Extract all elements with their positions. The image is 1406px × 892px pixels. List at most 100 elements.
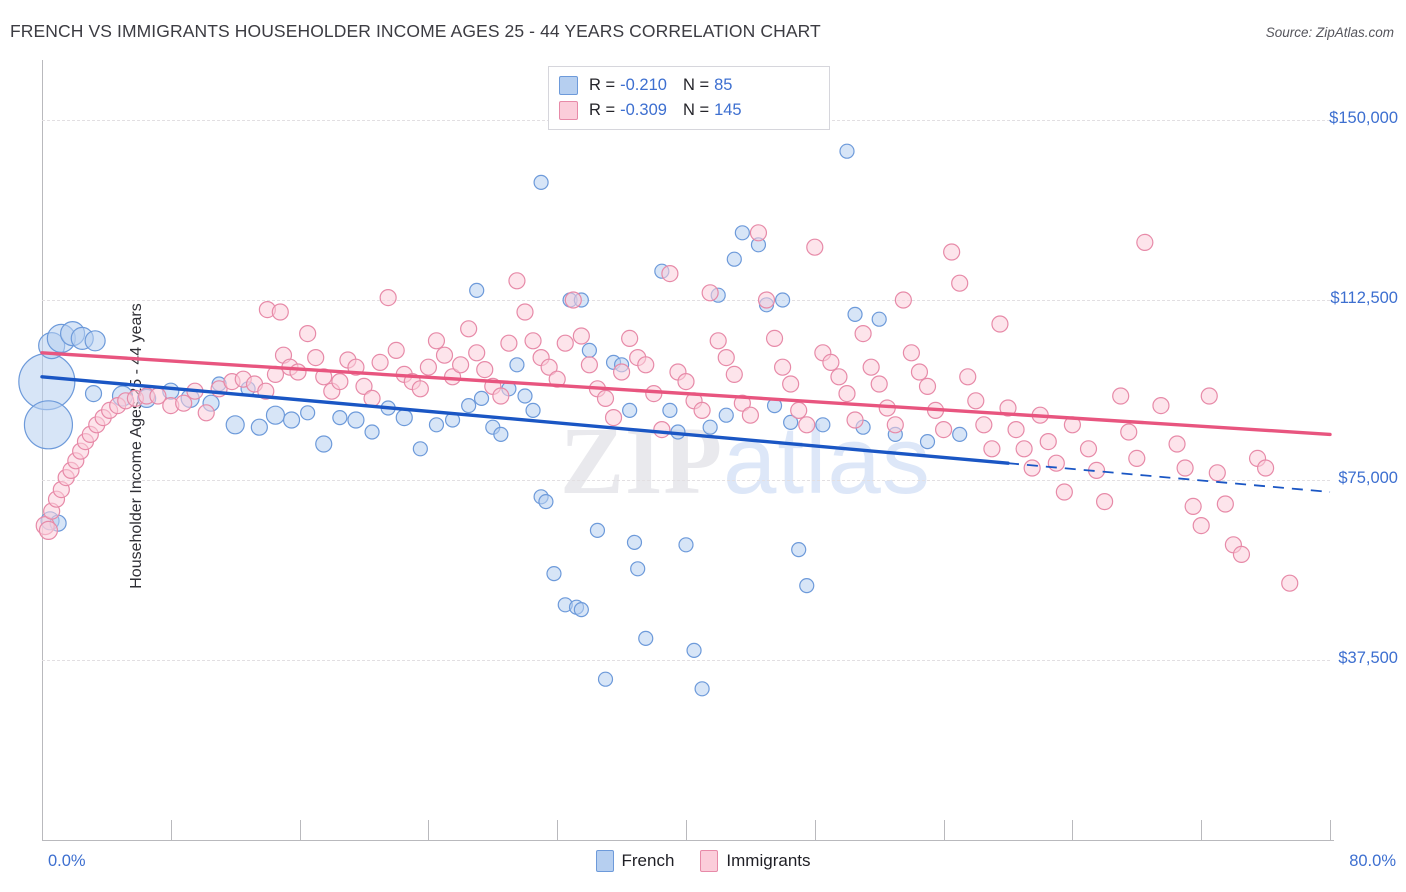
data-point [661,265,679,283]
x-axis-tick [1072,820,1074,840]
data-point [473,390,490,406]
data-point [492,387,510,405]
data-point [460,320,478,338]
data-point [371,353,389,371]
y-axis-tick-label: $112,500 [1330,289,1398,307]
data-point [612,363,631,381]
data-point [757,291,776,309]
data-point [626,534,643,550]
data-point [1176,459,1194,477]
data-point [1128,449,1146,467]
data-point [509,357,525,373]
data-point [991,315,1009,333]
legend-item-immigrants[interactable]: Immigrants [700,850,811,872]
scatter-points-layer [18,143,1299,697]
y-axis-title-container: Householder Income Ages 25 - 44 years [0,0,145,892]
data-point [815,417,831,433]
data-point [517,388,533,404]
x-axis-label-max: 80.0% [1349,852,1396,870]
data-point [364,424,380,440]
data-point [693,401,711,419]
data-point [1055,483,1073,501]
data-point [1208,464,1226,482]
legend-label-french: French [621,851,675,870]
data-point [718,407,734,423]
data-point [677,373,695,391]
data-point [726,251,742,267]
data-point [412,441,428,457]
data-point [934,421,953,439]
data-point [419,358,437,376]
data-point [846,411,864,429]
data-point [902,344,921,362]
data-point [734,225,750,241]
data-point [533,174,549,191]
series-points-immigrants [35,224,1299,592]
data-point [604,409,623,427]
stats-swatch-immigrants [559,101,578,120]
gridline [42,480,1330,481]
data-point [548,370,566,388]
data-point [493,426,509,442]
data-point [556,334,574,352]
data-point [1152,397,1170,415]
data-point [175,394,193,412]
data-point [452,356,470,374]
x-axis-tick [1330,820,1331,840]
trendlines-layer [40,351,1332,493]
stats-r-value-french: -0.210 [620,76,667,94]
data-point [918,377,937,395]
gridline [42,660,1330,661]
data-point [250,418,268,436]
data-point [839,143,855,159]
data-point [469,282,485,298]
data-point [84,385,103,403]
data-point [637,356,655,374]
data-point [741,406,760,424]
data-point [524,332,542,350]
y-axis-tick-label: $150,000 [1329,109,1398,127]
data-point [225,415,245,435]
data-point [573,601,589,618]
data-point [630,561,646,577]
stats-row-french: R = -0.210 N = 85 [559,73,819,98]
data-point [622,402,638,418]
data-point [564,291,582,309]
data-point [847,306,863,322]
data-point [791,542,807,558]
data-point [870,375,888,393]
data-point [765,329,784,347]
gridline [42,300,1330,301]
data-point [783,414,799,430]
data-point [428,417,445,433]
data-point [468,344,486,362]
data-point [427,332,446,350]
data-point [725,365,743,383]
data-point [1136,233,1154,251]
stats-r-label-french: R = [589,76,616,94]
stats-swatch-french [559,76,578,95]
series-legend: French Immigrants [0,850,1406,872]
data-point [621,329,639,347]
stats-n-label-french: N = [682,76,710,94]
source-attribution: Source: ZipAtlas.com [1265,25,1394,40]
data-point [1281,574,1299,592]
data-point [282,411,301,429]
x-axis-tick [943,820,945,840]
data-point [773,358,792,376]
data-point [733,394,751,412]
data-point [1039,433,1057,451]
data-point [596,389,615,407]
data-point [799,577,815,594]
x-axis-tick [1201,820,1203,840]
data-point [1184,497,1202,515]
x-axis-line [42,840,1334,841]
legend-item-french[interactable]: French [595,850,675,872]
data-point [500,334,518,352]
data-point [332,410,348,426]
data-point [538,494,554,510]
data-point [774,292,791,308]
data-point [1015,440,1033,458]
data-point [355,377,373,395]
